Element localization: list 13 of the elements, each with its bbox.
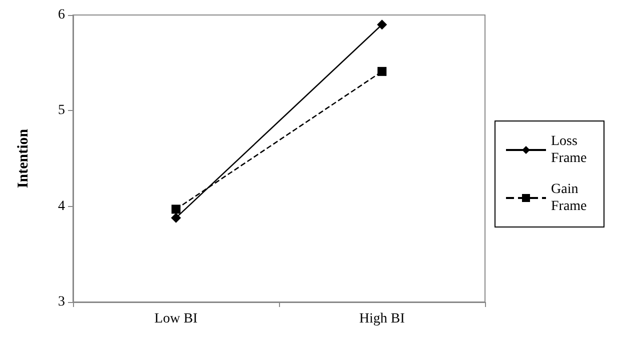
y-axis-title: Intention [16, 128, 32, 188]
legend-label: Gain Frame [551, 182, 587, 214]
point [378, 66, 386, 76]
x-tick-label: Low BI [154, 312, 198, 326]
y-tick-label: 3 [58, 294, 65, 310]
y-tick-label: 5 [58, 103, 65, 118]
y-tick-label: 4 [58, 198, 65, 214]
point [377, 20, 387, 30]
legend-label: Loss Frame [551, 134, 587, 166]
x-tick-label: High BI [359, 312, 406, 326]
y-tick-label: 6 [58, 8, 65, 22]
point [171, 212, 181, 223]
point [172, 204, 180, 214]
